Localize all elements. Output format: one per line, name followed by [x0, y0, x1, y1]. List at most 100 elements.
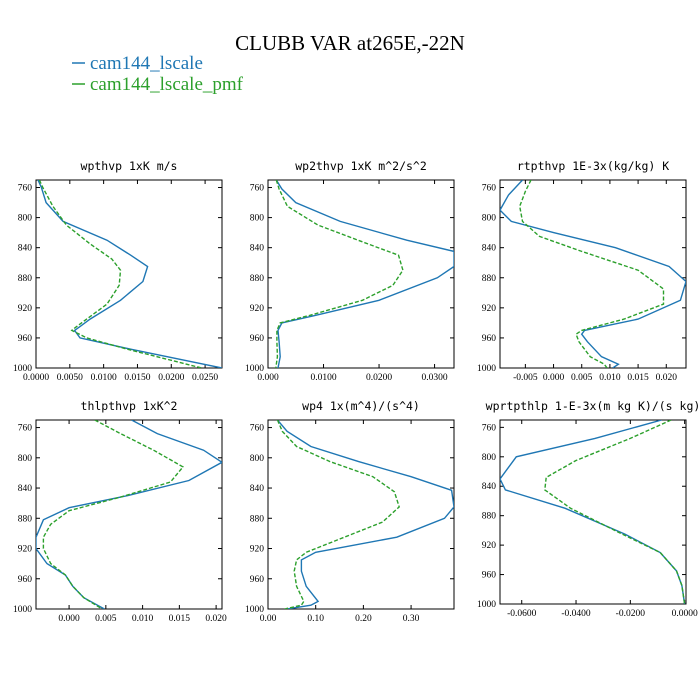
y-tick-label: 800	[18, 454, 33, 464]
panel-title: wp2thvp 1xK m^2/s^2	[295, 159, 427, 173]
y-tick-label: 960	[482, 334, 497, 344]
y-tick-label: 1000	[245, 605, 264, 615]
x-tick-label: 0.000	[257, 373, 279, 383]
y-tick-label: 1000	[477, 364, 496, 374]
panel-title: rtpthvp 1E-3x(kg/kg) K	[517, 159, 669, 173]
panel-1: wpthvp 1xK m/s76080084088092096010000.00…	[13, 159, 223, 383]
y-tick-label: 920	[482, 541, 497, 551]
series-line-lscale	[500, 420, 686, 604]
x-tick-label: 0.010	[132, 614, 154, 624]
x-tick-label: 0.30	[403, 614, 420, 624]
legend: cam144_lscale cam144_lscale_pmf	[72, 53, 244, 95]
y-tick-label: 960	[250, 334, 265, 344]
y-tick-label: 960	[18, 334, 33, 344]
x-tick-label: 0.020	[205, 614, 227, 624]
y-tick-label: 800	[482, 214, 497, 224]
y-tick-label: 880	[482, 512, 497, 522]
y-tick-label: 920	[250, 545, 265, 555]
x-tick-label: -0.005	[513, 373, 538, 383]
x-tick-label: 0.010	[599, 373, 621, 383]
y-tick-label: 760	[18, 184, 33, 194]
series-line-lscale	[37, 180, 222, 368]
y-tick-label: 840	[482, 244, 497, 254]
y-tick-label: 960	[18, 575, 33, 585]
y-tick-label: 920	[482, 304, 497, 314]
y-tick-label: 840	[18, 484, 33, 494]
panel-3: rtpthvp 1E-3x(kg/kg) K 760 800 840 880 920 960…	[477, 159, 687, 383]
x-tick-label: 0.020	[656, 373, 678, 383]
y-tick-label: 920	[18, 545, 33, 555]
y-tick-label: 880	[250, 274, 265, 284]
x-tick-label: 0.0000	[672, 609, 698, 619]
y-tick-label: 840	[18, 244, 33, 254]
y-tick-label: 800	[250, 454, 265, 464]
x-tick-label: 0.10	[307, 614, 324, 624]
x-tick-label: 0.0150	[124, 373, 150, 383]
legend-label-lscale-pmf: cam144_lscale_pmf	[90, 74, 244, 95]
series-line-lscale-pmf	[275, 180, 404, 368]
x-tick-label: -0.0600	[507, 609, 537, 619]
series-line-lscale-pmf	[38, 180, 202, 368]
panel-frame	[35, 419, 223, 610]
y-tick-label: 960	[482, 571, 497, 581]
x-tick-label: 0.000	[58, 614, 80, 624]
x-tick-label: 0.0000	[23, 373, 49, 383]
x-tick-label: 0.015	[169, 614, 191, 624]
x-tick-label: 0.0250	[192, 373, 218, 383]
series-line-lscale-pmf	[276, 420, 401, 609]
y-tick-label: 880	[18, 274, 33, 284]
x-tick-label: -0.0400	[561, 609, 591, 619]
y-tick-label: 800	[250, 214, 265, 224]
panels: wpthvp 1xK m/s76080084088092096010000.00…	[13, 159, 700, 624]
panel-4: thlpthvp 1xK^2 760 800 840 880 920 960 1000 0.00…	[13, 399, 227, 624]
panel-frame	[267, 179, 455, 369]
series-line-lscale-pmf	[42, 420, 185, 609]
panel-title: thlpthvp 1xK^2	[81, 399, 178, 413]
panel-title: wprtpthlp 1-E-3x(m kg K)/(s kg)	[486, 399, 700, 413]
y-tick-label: 840	[250, 244, 265, 254]
legend-label-lscale: cam144_lscale	[90, 53, 203, 74]
panel-title: wp4 1x(m^4)/(s^4)	[302, 399, 420, 413]
x-tick-label: 0.20	[355, 614, 372, 624]
panel-frame	[267, 419, 455, 610]
y-tick-label: 760	[250, 184, 265, 194]
y-tick-label: 760	[482, 423, 497, 433]
x-tick-label: 0.0200	[366, 373, 392, 383]
x-tick-label: 0.015	[627, 373, 649, 383]
y-tick-label: 1000	[245, 364, 264, 374]
x-tick-label: 0.005	[571, 373, 593, 383]
y-tick-label: 760	[482, 184, 497, 194]
series-line-lscale	[500, 180, 686, 368]
y-tick-label: 760	[250, 424, 265, 434]
x-tick-label: -0.0200	[616, 609, 646, 619]
series-line-lscale	[275, 180, 454, 368]
x-tick-label: 0.000	[543, 373, 565, 383]
y-tick-label: 840	[250, 484, 265, 494]
y-tick-label: 960	[250, 575, 265, 585]
panel-title: wpthvp 1xK m/s	[81, 159, 178, 173]
y-tick-label: 800	[18, 214, 33, 224]
series-line-lscale-pmf	[518, 180, 665, 368]
x-tick-label: 0.005	[95, 614, 117, 624]
x-tick-label: 0.0200	[158, 373, 184, 383]
panel-frame	[35, 179, 223, 369]
y-tick-label: 840	[482, 482, 497, 492]
y-tick-label: 880	[18, 514, 33, 524]
x-tick-label: 0.0300	[422, 373, 448, 383]
y-tick-label: 880	[482, 274, 497, 284]
panel-frame	[499, 419, 687, 605]
series-line-lscale	[276, 420, 454, 609]
panel-5: wp4 1x(m^4)/(s^4) 760 800 840 880 920 960 1000 0…	[245, 399, 455, 624]
y-tick-label: 1000	[477, 600, 496, 610]
y-tick-label: 920	[18, 304, 33, 314]
x-tick-label: 0.0100	[91, 373, 117, 383]
panel-frame	[499, 179, 687, 369]
y-tick-label: 920	[250, 304, 265, 314]
y-tick-label: 1000	[13, 605, 32, 615]
series-line-lscale-pmf	[544, 420, 686, 604]
y-tick-label: 800	[482, 453, 497, 463]
y-tick-label: 880	[250, 514, 265, 524]
figure-title: CLUBB VAR at265E,-22N	[235, 31, 465, 55]
x-tick-label: 0.0050	[57, 373, 83, 383]
y-tick-label: 760	[18, 424, 33, 434]
